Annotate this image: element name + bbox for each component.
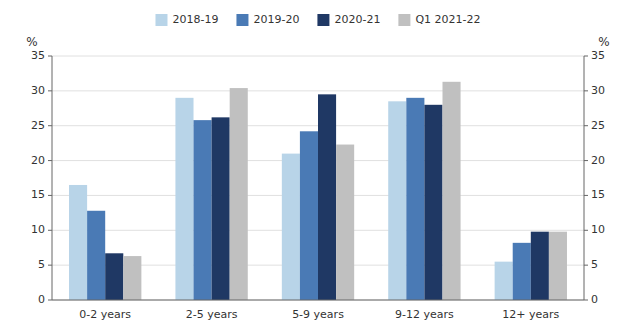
bar (123, 256, 141, 300)
bar (105, 253, 123, 300)
bar (87, 211, 105, 300)
y2-tick (584, 300, 588, 301)
y2-tick (584, 56, 588, 57)
x-tick-label: 9-12 years (395, 308, 454, 321)
y-axis-line (52, 56, 53, 300)
bar (495, 262, 513, 300)
bar (531, 232, 549, 300)
y-tick (48, 90, 52, 91)
legend-item: Q1 2021-22 (398, 13, 480, 26)
x-axis-line (52, 300, 584, 301)
y2-tick-label: 15 (591, 188, 605, 201)
y-tick (48, 125, 52, 126)
bar (388, 101, 406, 300)
x-tick-label: 5-9 years (292, 308, 344, 321)
y2-tick (584, 195, 588, 196)
chart: 0 5 10 15 20 25 30 35 0 5 10 15 20 25 30 35 0-2 years 2-5… (0, 0, 636, 330)
y2-tick (584, 230, 588, 231)
bar (230, 88, 248, 300)
bar (175, 98, 193, 300)
y-tick (48, 230, 52, 231)
y2-axis-label: % (598, 35, 609, 49)
y2-tick (584, 125, 588, 126)
bar (336, 145, 354, 300)
bar (69, 185, 87, 300)
legend-swatch (155, 14, 167, 26)
bar (406, 98, 424, 300)
legend-swatch (236, 14, 248, 26)
y-tick (48, 160, 52, 161)
y-tick-label: 30 (31, 84, 45, 97)
x-tick-label: 12+ years (502, 308, 559, 321)
y2-tick-label: 10 (591, 223, 605, 236)
y2-tick-label: 30 (591, 84, 605, 97)
legend-swatch (398, 14, 410, 26)
bar (442, 82, 460, 300)
legend-item: 2019-20 (236, 13, 299, 26)
x-tick-label: 2-5 years (186, 308, 238, 321)
bar (549, 232, 567, 300)
bar (194, 120, 212, 300)
grid (52, 56, 584, 300)
y-tick-label: 5 (38, 258, 45, 271)
y-tick (48, 300, 52, 301)
y-tick-label: 0 (38, 293, 45, 306)
y2-tick (584, 265, 588, 266)
y-tick-label: 10 (31, 223, 45, 236)
bar (424, 105, 442, 300)
legend-label: 2019-20 (253, 13, 299, 26)
y-tick-label: 20 (31, 154, 45, 167)
y2-tick (584, 90, 588, 91)
bar (300, 131, 318, 300)
grid-line (52, 300, 584, 301)
y-tick-label: 25 (31, 119, 45, 132)
legend-item: 2018-19 (155, 13, 218, 26)
y2-tick-label: 35 (591, 49, 605, 62)
legend-label: 2018-19 (172, 13, 218, 26)
y2-axis-line (584, 56, 585, 300)
axes: 0 5 10 15 20 25 30 35 0 5 10 15 20 25 30 35 0-2 years 2-5… (31, 49, 605, 321)
y-tick-label: 15 (31, 188, 45, 201)
y-axis-label: % (26, 35, 37, 49)
legend-label: Q1 2021-22 (415, 13, 480, 26)
bar (212, 117, 230, 300)
grid-line (52, 56, 584, 57)
y2-tick-label: 5 (591, 258, 598, 271)
bar (318, 94, 336, 300)
bar (282, 154, 300, 300)
grid-line (52, 90, 584, 91)
y2-tick-label: 20 (591, 154, 605, 167)
y-tick (48, 195, 52, 196)
legend: 2018-19 2019-20 2020-21 Q1 2021-22 (155, 13, 480, 26)
y2-tick-label: 0 (591, 293, 598, 306)
y-tick (48, 56, 52, 57)
y2-tick-label: 25 (591, 119, 605, 132)
legend-label: 2020-21 (334, 13, 380, 26)
y-tick-label: 35 (31, 49, 45, 62)
bars (69, 82, 567, 300)
bar (513, 243, 531, 300)
x-tick-label: 0-2 years (79, 308, 131, 321)
legend-item: 2020-21 (317, 13, 380, 26)
legend-swatch (317, 14, 329, 26)
y-tick (48, 265, 52, 266)
y2-tick (584, 160, 588, 161)
